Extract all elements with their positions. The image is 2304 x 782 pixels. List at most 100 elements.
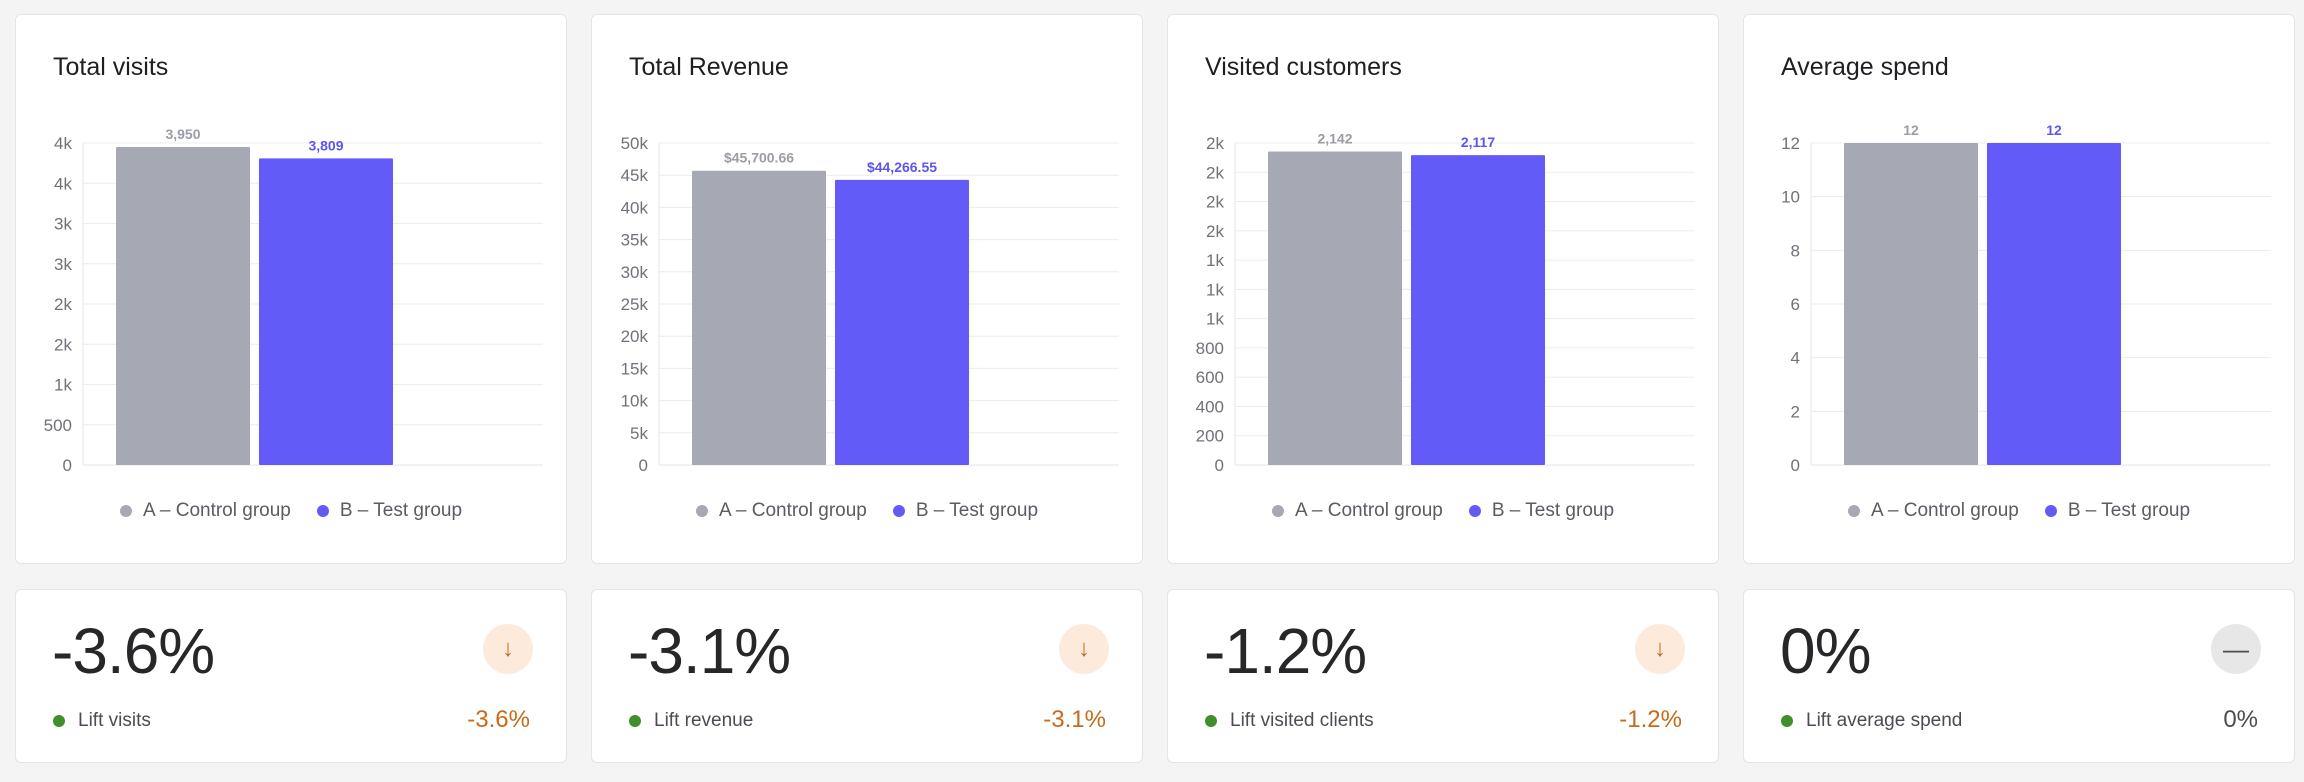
chart-title: Average spend: [1781, 53, 1949, 81]
data-label-control: $45,700.66: [724, 150, 794, 166]
y-tick-label: 500: [44, 416, 72, 435]
status-dot: [53, 715, 65, 727]
legend-item-control[interactable]: A – Control group: [1271, 500, 1443, 522]
kpi-change: -3.6%: [467, 706, 530, 733]
y-tick-label: 10k: [621, 392, 649, 411]
legend-dot-test: [316, 505, 329, 517]
y-tick-label: 12: [1781, 134, 1800, 153]
chart-legend: A – Control group B – Test group: [592, 500, 1142, 522]
kpi-card-lift-visits: -3.6% ↓ Lift visits -3.6%: [15, 589, 567, 763]
bar-test: [835, 179, 969, 466]
status-dot: [1781, 715, 1793, 727]
y-tick-label: 1k: [1206, 251, 1224, 270]
legend-item-test[interactable]: B – Test group: [1468, 500, 1615, 522]
y-tick-label: 2k: [1206, 222, 1224, 241]
arrow-down-icon: ↓: [483, 624, 533, 674]
y-tick-label: 3k: [54, 215, 72, 234]
legend-item-test[interactable]: B – Test group: [892, 500, 1039, 522]
data-label-test: 3,809: [308, 137, 343, 153]
legend-dot-control: [119, 505, 132, 517]
legend-dot-control: [1271, 505, 1284, 517]
y-tick-label: 30k: [621, 263, 649, 282]
y-tick-label: 1k: [1206, 280, 1224, 299]
y-tick-label: 2: [1791, 402, 1800, 421]
bar-control: [692, 170, 826, 465]
chart-legend: A – Control group B – Test group: [1744, 500, 2294, 522]
y-tick-label: 40k: [621, 198, 649, 217]
legend-dot-control: [1847, 505, 1860, 517]
bar-test: [259, 158, 393, 466]
y-tick-label: 25k: [621, 295, 649, 314]
legend-item-test[interactable]: B – Test group: [316, 500, 463, 522]
y-tick-label: 45k: [621, 166, 649, 185]
chart-title: Total Revenue: [629, 53, 789, 81]
chart-card-total-visits: Total visits 0 500 1k 2k 2k 3k 3k 4k 4k 3,950 3,80…: [15, 14, 567, 564]
bar-chart-average-spend: 0 2 4 6 8 10 12 12 12: [1781, 122, 2271, 475]
y-tick-label: 400: [1196, 397, 1224, 416]
kpi-card-lift-average-spend: 0% — Lift average spend 0%: [1743, 589, 2295, 763]
arrow-down-icon: ↓: [1635, 624, 1685, 674]
kpi-label: Lift visited clients: [1205, 710, 1374, 732]
bar-test: [1987, 143, 2121, 465]
bar-chart-visited-customers: 0 200 400 600 800 1k 1k 1k 2k 2k 2k 2k 2,142 2,117: [1196, 130, 1695, 475]
y-tick-label: 4k: [54, 134, 72, 153]
legend-label-test: B – Test group: [915, 500, 1039, 521]
bar-control: [116, 147, 250, 465]
y-tick-label: 0: [1791, 456, 1800, 475]
status-dot: [1205, 715, 1217, 727]
y-tick-label: 35k: [621, 231, 649, 250]
bar-test: [1411, 155, 1545, 465]
y-tick-label: 2k: [54, 295, 72, 314]
data-label-test: 12: [2046, 122, 2062, 138]
y-tick-label: 4k: [54, 174, 72, 193]
chart-card-total-revenue: Total Revenue 0 5k 10k 15k 20k 25k 30k 35k 40k 45…: [591, 14, 1143, 564]
legend-dot-test: [2044, 505, 2057, 517]
data-label-control: 2,142: [1317, 130, 1352, 146]
legend-item-control[interactable]: A – Control group: [695, 500, 867, 522]
legend-item-control[interactable]: A – Control group: [1847, 500, 2019, 522]
data-label-test: 2,117: [1461, 134, 1495, 150]
status-dot: [629, 715, 641, 727]
y-tick-label: 3k: [54, 255, 72, 274]
kpi-label-text: Lift revenue: [654, 710, 754, 731]
bar-control: [1844, 143, 1978, 465]
kpi-label: Lift average spend: [1781, 710, 1962, 732]
kpi-label: Lift revenue: [629, 710, 753, 732]
y-tick-label: 0: [1215, 456, 1224, 475]
y-tick-label: 2k: [1206, 193, 1224, 212]
kpi-value: -3.1%: [628, 615, 791, 687]
y-tick-label: 600: [1196, 368, 1224, 387]
chart-legend: A – Control group B – Test group: [1168, 500, 1718, 522]
y-tick-label: 2k: [54, 335, 72, 354]
chart-title: Visited customers: [1205, 53, 1402, 81]
legend-label-test: B – Test group: [339, 500, 463, 521]
legend-item-test[interactable]: B – Test group: [2044, 500, 2191, 522]
legend-label-control: A – Control group: [1294, 500, 1443, 521]
y-tick-label: 5k: [630, 424, 648, 443]
kpi-change: -3.1%: [1043, 706, 1106, 733]
y-tick-label: 0: [63, 456, 72, 475]
kpi-card-lift-visited-clients: -1.2% ↓ Lift visited clients -1.2%: [1167, 589, 1719, 763]
legend-label-control: A – Control group: [1870, 500, 2019, 521]
legend-dot-test: [1468, 505, 1481, 517]
bar-chart-total-visits: 0 500 1k 2k 2k 3k 3k 4k 4k 3,950 3,809: [44, 126, 543, 475]
y-tick-label: 10: [1781, 188, 1800, 207]
legend-item-control[interactable]: A – Control group: [119, 500, 291, 522]
kpi-label-text: Lift visits: [78, 710, 151, 731]
legend-label-control: A – Control group: [718, 500, 867, 521]
y-tick-label: 0: [639, 456, 648, 475]
data-label-control: 12: [1903, 122, 1919, 138]
legend-label-test: B – Test group: [2067, 500, 2191, 521]
kpi-change: 0%: [2223, 706, 2258, 733]
y-tick-label: 2k: [1206, 163, 1224, 182]
bar-chart-total-revenue: 0 5k 10k 15k 20k 25k 30k 35k 40k 45k 50k $45,700.66…: [621, 134, 1119, 475]
legend-label-test: B – Test group: [1491, 500, 1615, 521]
y-tick-label: 6: [1791, 295, 1800, 314]
y-tick-label: 8: [1791, 241, 1800, 260]
y-tick-label: 4: [1791, 349, 1800, 368]
kpi-label-text: Lift visited clients: [1230, 710, 1374, 731]
minus-icon: —: [2211, 624, 2261, 674]
legend-dot-test: [892, 505, 905, 517]
y-tick-label: 15k: [621, 359, 649, 378]
arrow-down-icon: ↓: [1059, 624, 1109, 674]
